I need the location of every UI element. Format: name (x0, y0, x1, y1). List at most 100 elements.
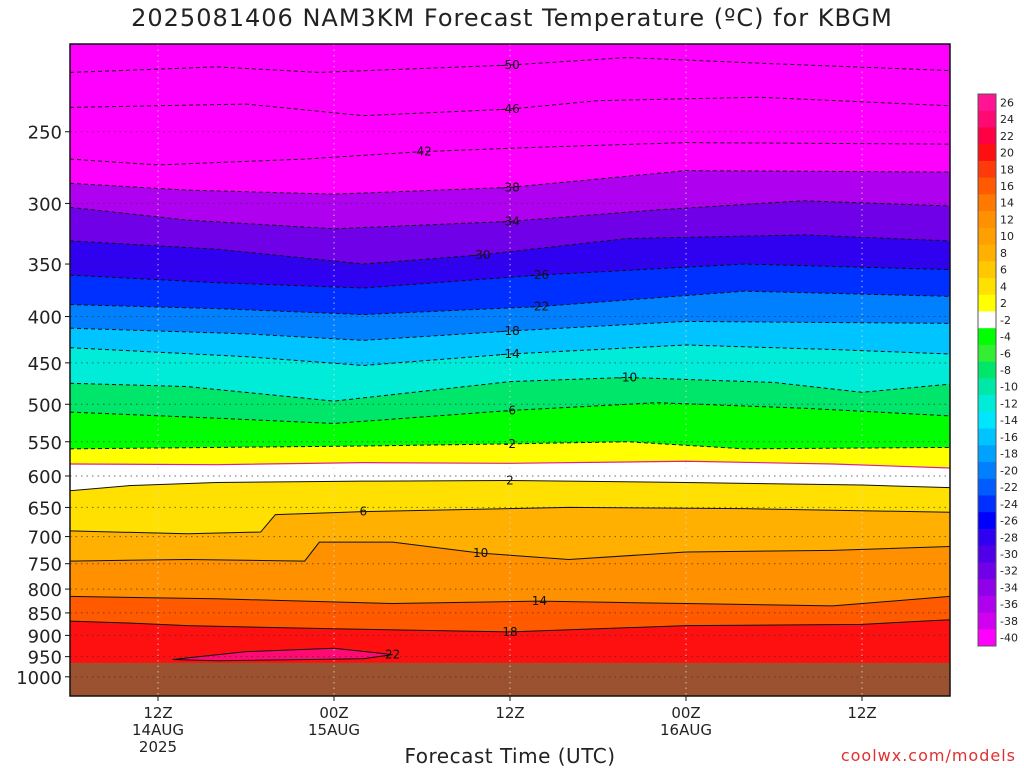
colorbar-label: -40 (1000, 632, 1018, 645)
colorbar-swatch (978, 344, 996, 363)
isotherm--42 (70, 142, 950, 166)
isotherm--22 (70, 290, 950, 316)
colorbar-label: 24 (1000, 113, 1014, 126)
y-tick-label: 750 (28, 555, 62, 576)
x-tick-label: 12Z (495, 704, 524, 722)
isotherm-0 (70, 460, 950, 469)
isotherm-14 (70, 595, 950, 607)
isotherm-label: 2 (506, 474, 514, 488)
isotherm-label: 22 (385, 648, 400, 662)
isotherm-label: 6 (360, 505, 368, 519)
colorbar-label: -12 (1000, 397, 1018, 410)
colorbar-swatch (978, 328, 996, 346)
x-tick-label: 16AUG (660, 721, 712, 739)
colorbar-label: 12 (1000, 213, 1014, 226)
colorbar-label: -6 (1000, 347, 1011, 360)
colorbar-swatch (978, 227, 996, 246)
isotherm-label: -14 (500, 347, 520, 361)
colorbar-label: -36 (1000, 598, 1018, 611)
colorbar-label: -18 (1000, 448, 1018, 461)
colorbar-label: -30 (1000, 548, 1018, 561)
colorbar-label: -16 (1000, 431, 1018, 444)
colorbar-swatch (978, 378, 996, 396)
x-tick-label: 2025 (139, 738, 177, 756)
isotherm-contours: -50-46-42-38-34-30-26-22-18-14-10-6-2261… (70, 57, 950, 662)
isotherm-18 (70, 619, 950, 633)
isotherm-2 (70, 480, 950, 492)
y-tick-label: 800 (28, 580, 62, 601)
y-tick-label: 850 (28, 604, 62, 625)
x-tick-label: 15AUG (308, 721, 360, 739)
colorbar-swatch (978, 395, 996, 413)
y-tick-label: 450 (28, 354, 62, 375)
chart-title: 2025081406 NAM3KM Forecast Temperature (… (131, 4, 893, 32)
colorbar-label: -22 (1000, 481, 1018, 494)
y-tick-label: 350 (28, 255, 62, 276)
colorbar-label: 6 (1000, 264, 1007, 277)
isotherm-label: 14 (532, 594, 547, 608)
isotherm-label: -34 (500, 214, 520, 228)
colorbar-label: 16 (1000, 180, 1014, 193)
colorbar-label: 26 (1000, 96, 1014, 109)
colorbar-swatch (978, 311, 996, 329)
isotherm-label: 10 (473, 546, 488, 560)
colorbar-label: -14 (1000, 414, 1018, 427)
colorbar-label: -24 (1000, 498, 1018, 511)
colorbar-swatch (978, 512, 996, 530)
x-tick-label: 00Z (671, 704, 700, 722)
colorbar-swatch (978, 545, 996, 563)
x-tick-label: 12Z (143, 704, 172, 722)
isotherm--46 (70, 96, 950, 117)
colorbar-label: -38 (1000, 615, 1018, 628)
x-axis-title: Forecast Time (UTC) (404, 744, 616, 768)
colorbar-swatch (978, 445, 996, 463)
credit-text: coolwx.com/models (840, 746, 1016, 765)
y-tick-label: 950 (28, 648, 62, 669)
colorbar-swatch (978, 211, 996, 229)
isotherm--14 (70, 344, 950, 366)
colorbar-label: 4 (1000, 280, 1007, 293)
isotherm-label: -38 (500, 180, 520, 194)
colorbar-label: 2 (1000, 297, 1007, 310)
x-tick-label: 00Z (319, 704, 348, 722)
colorbar-label: -32 (1000, 565, 1018, 578)
colorbar-label: -4 (1000, 331, 1011, 344)
colorbar-label: 14 (1000, 197, 1014, 210)
y-tick-label: 500 (28, 395, 62, 416)
y-tick-label: 700 (28, 528, 62, 549)
colorbar-swatch (978, 160, 996, 179)
x-tick-label: 12Z (847, 704, 876, 722)
colorbar-label: 18 (1000, 163, 1014, 176)
colorbar-label: -26 (1000, 515, 1018, 528)
isotherm-label: -26 (530, 268, 550, 282)
isotherm-label: 18 (502, 625, 517, 639)
y-tick-label: 250 (28, 123, 62, 144)
colorbar-label: -8 (1000, 364, 1011, 377)
isotherm-label: -6 (504, 404, 516, 418)
colorbar-swatch (978, 127, 996, 145)
band-warm-core (172, 648, 393, 661)
colorbar-label: 10 (1000, 230, 1014, 243)
colorbar-swatch (978, 411, 996, 430)
colorbar-swatch (978, 294, 996, 312)
y-tick-label: 600 (28, 467, 62, 488)
y-axis: 2503003504004505005506006507007508008509… (16, 123, 70, 689)
isotherm--10 (70, 376, 950, 402)
colorbar-swatch (978, 462, 996, 480)
y-tick-label: 550 (28, 433, 62, 454)
isotherm-22 (172, 647, 393, 662)
colorbar-swatch (978, 177, 996, 195)
colorbar-swatch (978, 629, 996, 647)
colorbar-swatch (978, 110, 996, 128)
isotherm-10 (70, 541, 950, 562)
isotherm-label: -18 (500, 324, 520, 338)
isotherm--38 (70, 170, 950, 195)
colorbar-swatch (978, 94, 996, 112)
colorbar-swatch (978, 361, 996, 379)
colorbar-swatch (978, 478, 996, 496)
grid-lines (70, 44, 950, 696)
y-tick-label: 400 (28, 308, 62, 329)
colorbar-label: -2 (1000, 314, 1011, 327)
